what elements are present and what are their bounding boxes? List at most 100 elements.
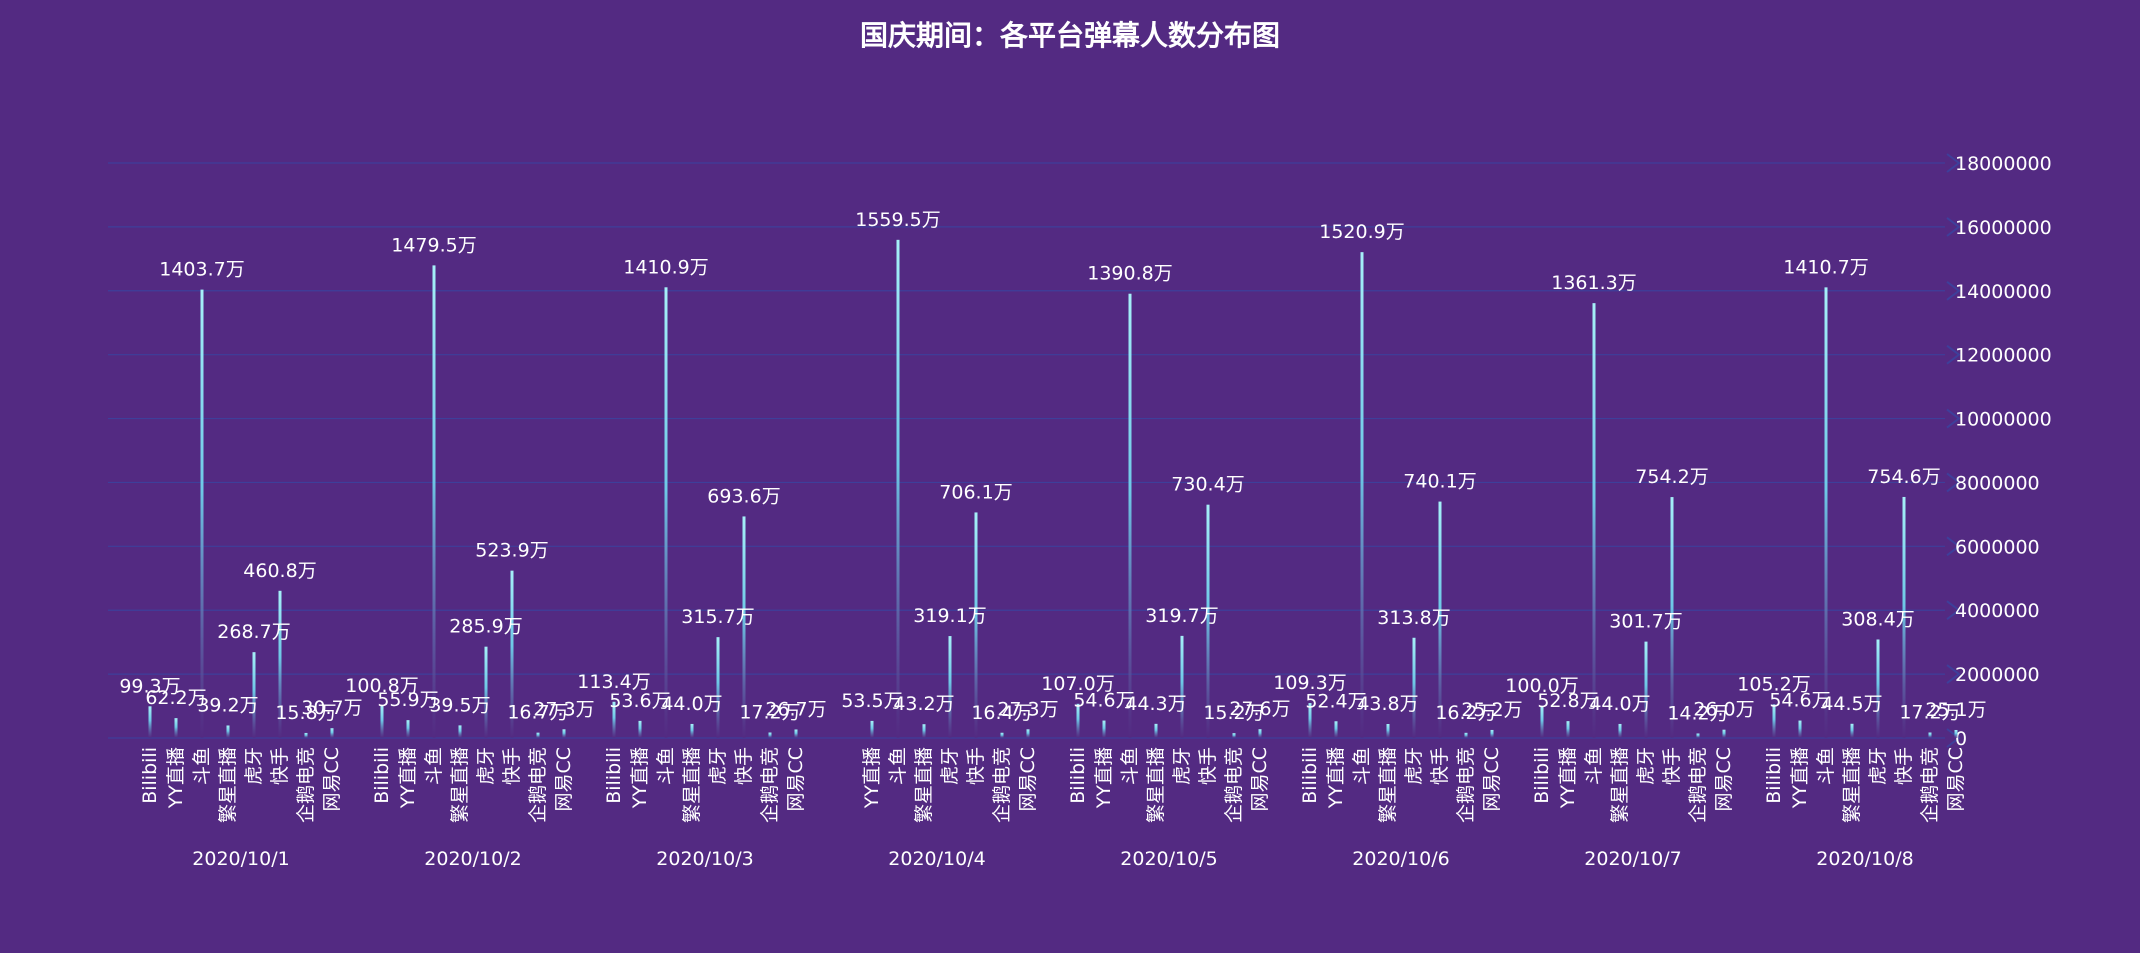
data-label: 43.2万 <box>893 693 954 715</box>
category-label: YY直播 <box>397 747 419 809</box>
bar <box>174 718 178 738</box>
axis-arrow-icon <box>1946 153 1961 173</box>
data-label: 27.3万 <box>997 698 1058 720</box>
bar <box>1954 729 1958 738</box>
bar <box>1722 729 1726 738</box>
bar <box>1102 720 1106 738</box>
bar <box>148 706 152 738</box>
data-label: 285.9万 <box>449 616 522 638</box>
data-label: 52.8万 <box>1537 690 1598 712</box>
category-label: 企鹅电竞 <box>1223 747 1245 823</box>
category-label: 快手 <box>1197 747 1219 785</box>
data-label: 44.0万 <box>1589 693 1650 715</box>
bar <box>1540 706 1544 738</box>
bar <box>304 732 308 738</box>
data-label: 754.2万 <box>1635 466 1708 488</box>
axis-arrow-icon <box>1946 408 1961 429</box>
bar <box>1334 721 1338 738</box>
bar <box>252 652 256 738</box>
data-label: 1410.7万 <box>1783 256 1868 278</box>
bar <box>1850 723 1854 738</box>
data-label: 1559.5万 <box>855 209 940 231</box>
y-tick-label: 8000000 <box>1955 472 2040 494</box>
bar <box>664 287 668 738</box>
bar <box>1154 723 1158 738</box>
grid-layer: 0 2000000 4000000 6000000 8000000 10000000 120… <box>108 153 2052 750</box>
bar <box>1928 732 1932 738</box>
data-label: 706.1万 <box>939 481 1012 503</box>
category-label: 虎牙 <box>1867 747 1889 785</box>
data-label: 25.2万 <box>1461 699 1522 721</box>
data-label: 17.2万 <box>1899 702 1960 724</box>
data-label: 754.6万 <box>1867 466 1940 488</box>
bar <box>1644 641 1648 738</box>
category-label: 快手 <box>1661 747 1683 785</box>
data-label: 54.6万 <box>1073 690 1134 712</box>
category-label: 快手 <box>1893 747 1915 785</box>
data-label: 62.2万 <box>145 687 206 709</box>
data-label: 27.3万 <box>533 698 594 720</box>
bar <box>1670 497 1674 738</box>
group-date-label: 2020/10/8 <box>1816 848 1913 870</box>
y-tick-label: 12000000 <box>1955 345 2052 367</box>
data-label: 319.1万 <box>913 605 986 627</box>
category-label: 繁星直播 <box>913 747 935 823</box>
bar <box>1308 703 1312 738</box>
data-label: 39.2万 <box>197 694 258 716</box>
category-label: YY直播 <box>1325 747 1347 809</box>
category-label: 网易CC <box>1945 747 1967 812</box>
bar <box>612 701 616 738</box>
category-label: 斗鱼 <box>191 747 213 785</box>
y-tick-label: 10000000 <box>1955 409 2052 431</box>
y-tick-label: 2000000 <box>1955 664 2040 686</box>
bar <box>742 516 746 738</box>
category-label: Bilibili <box>1299 747 1321 804</box>
bar <box>484 646 488 738</box>
category-label: 繁星直播 <box>1145 747 1167 823</box>
bar <box>1232 733 1236 738</box>
axis-arrow-icon <box>1946 728 1961 748</box>
data-label: 44.0万 <box>661 693 722 715</box>
bar <box>330 728 334 738</box>
category-label: 虎牙 <box>1171 747 1193 785</box>
category-label: 快手 <box>501 747 523 785</box>
bar <box>200 289 204 738</box>
y-tick-label: 16000000 <box>1955 217 2052 239</box>
category-label: YY直播 <box>861 747 883 809</box>
bar <box>536 732 540 738</box>
category-label: 繁星直播 <box>1377 747 1399 823</box>
bar <box>226 725 230 738</box>
category-label: 网易CC <box>785 747 807 812</box>
bars-layer <box>148 239 1958 738</box>
data-label: 523.9万 <box>475 540 548 562</box>
category-label: 企鹅电竞 <box>1687 747 1709 823</box>
data-label: 26.7万 <box>765 698 826 720</box>
data-label: 100.0万 <box>1505 675 1578 697</box>
bar <box>510 570 514 738</box>
group-date-label: 2020/10/1 <box>192 848 289 870</box>
axis-arrow-icon <box>1946 344 1961 365</box>
bar <box>1696 733 1700 738</box>
group-date-label: 2020/10/4 <box>888 848 985 870</box>
y-tick-label: 0 <box>1955 728 1967 750</box>
category-label: 虎牙 <box>243 747 265 785</box>
data-label: 44.3万 <box>1125 693 1186 715</box>
data-label: 53.6万 <box>609 690 670 712</box>
axis-arrow-icon <box>1946 536 1961 557</box>
category-label: 斗鱼 <box>887 747 909 785</box>
data-label: 109.3万 <box>1273 672 1346 694</box>
data-label: 313.8万 <box>1377 607 1450 629</box>
data-label: 693.6万 <box>707 485 780 507</box>
category-label: 网易CC <box>1481 747 1503 812</box>
category-label: 企鹅电竞 <box>1919 747 1941 823</box>
data-label: 54.6万 <box>1769 690 1830 712</box>
data-label: 319.7万 <box>1145 605 1218 627</box>
category-label: Bilibili <box>139 747 161 804</box>
group-date-label: 2020/10/3 <box>656 848 753 870</box>
bar <box>638 720 642 738</box>
bar <box>432 265 436 738</box>
axis-arrow-icon <box>1946 217 1961 237</box>
bar <box>1902 496 1906 738</box>
category-label: 企鹅电竞 <box>991 747 1013 823</box>
category-label: 网易CC <box>1713 747 1735 812</box>
